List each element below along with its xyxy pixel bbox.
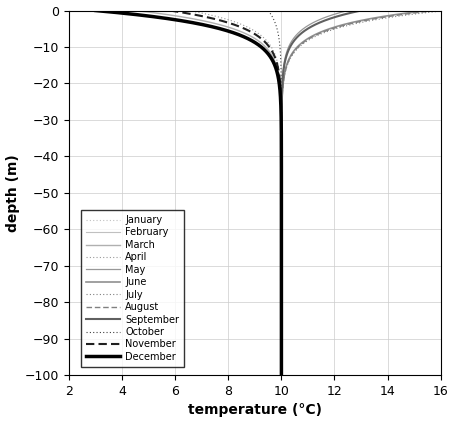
Y-axis label: depth (m): depth (m) (5, 154, 20, 232)
X-axis label: temperature (°C): temperature (°C) (188, 404, 322, 418)
Legend: January, February, March, April, May, June, July, August, September, October, No: January, February, March, April, May, Ju… (82, 210, 184, 367)
